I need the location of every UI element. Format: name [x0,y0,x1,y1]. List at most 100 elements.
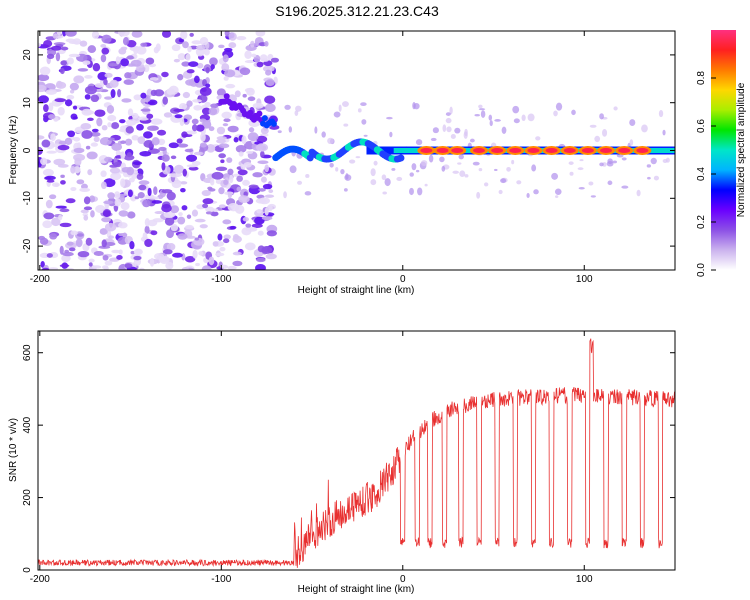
noise-blob [134,196,140,200]
spectrogram-marks [38,31,675,270]
leak-blob [641,124,648,133]
noise-blob [65,198,76,204]
noise-blob [209,57,218,66]
noise-blob [229,174,234,184]
noise-blob [185,79,195,86]
noise-blob [111,143,123,151]
leak-blob [577,167,584,171]
leak-blob [621,185,629,189]
noise-blob [236,36,247,41]
snr-y-ticks: 0 200 400 600 [22,344,675,573]
noise-blob [216,138,226,144]
noise-blob [69,89,75,94]
noise-blob [91,128,99,133]
noise-blob [222,219,232,225]
noise-blob [69,82,79,91]
noise-blob [91,265,102,269]
noise-blob [161,154,170,162]
leak-blob [521,114,526,122]
noise-blob [173,58,180,63]
noise-blob [186,100,193,107]
noise-blob [256,61,264,68]
colorbar-tick-label: 0.0 [696,263,707,277]
noise-blob [39,237,49,245]
noise-blob [46,150,57,154]
noise-blob [191,209,199,217]
noise-blob [75,238,83,248]
leak-blob [420,160,428,166]
leak-blob [665,157,670,163]
leak-blob [579,159,584,162]
noise-blob [177,143,189,148]
noise-blob [255,31,266,37]
noise-blob [81,129,93,139]
noise-blob [59,245,64,255]
noise-blob [149,77,159,81]
noise-blob [244,88,254,93]
noise-blob [83,206,93,211]
leak-blob [506,166,511,172]
snr-frame [37,330,676,571]
noise-blob [177,216,186,225]
noise-blob [222,54,229,63]
noise-blob [120,58,129,67]
leak-blob [512,105,520,114]
leak-blob [428,154,434,163]
leak-blob [349,159,356,164]
noise-blob [203,48,210,56]
tone-peak-core [436,148,449,153]
noise-blob [55,205,67,209]
noise-blob [59,67,65,75]
leak-blob [629,119,636,126]
noise-blob [103,266,109,270]
leak-blob [449,106,453,115]
leak-blob [363,134,368,137]
noise-blob [103,78,108,86]
noise-blob [76,179,85,185]
noise-blob [248,184,259,189]
noise-blob [120,46,128,51]
leak-blob [439,156,445,163]
noise-blob [41,139,51,148]
noise-blob [150,118,163,125]
noise-blob [147,125,159,131]
noise-blob [120,151,126,160]
noise-blob [181,267,190,270]
noise-blob [133,248,143,256]
leak-blob [411,163,417,171]
noise-blob [144,225,150,234]
leak-blob [327,137,334,145]
leak-blob [513,118,520,124]
leak-blob [569,171,574,176]
noise-blob [103,200,114,205]
noise-blob [45,199,53,209]
noise-blob [185,53,191,61]
leak-blob [464,174,469,178]
noise-blob [96,117,103,127]
leak-blob [305,174,310,178]
noise-blob [202,203,209,209]
noise-blob [129,241,135,250]
noise-blob [108,235,115,239]
noise-blob [215,252,225,257]
noise-blob [142,232,148,241]
leak-blob [391,167,396,171]
snr-xtick-label: -200 [30,574,50,585]
noise-blob [44,175,56,181]
noise-blob [270,57,279,63]
noise-blob [45,89,57,95]
leak-blob [459,170,466,177]
noise-blob [60,46,69,51]
leak-blob [551,172,559,180]
noise-blob [261,246,273,254]
noise-blob [257,160,269,165]
leak-blob [613,106,618,111]
noise-blob [46,53,55,59]
noise-blob [212,208,219,212]
noise-blob [52,33,58,39]
noise-blob [116,254,123,260]
noise-blob [166,229,174,239]
noise-blob [100,181,107,190]
noise-blob [161,31,172,38]
colorbar-ticks: 0.0 0.2 0.4 0.6 0.8 [696,71,716,277]
